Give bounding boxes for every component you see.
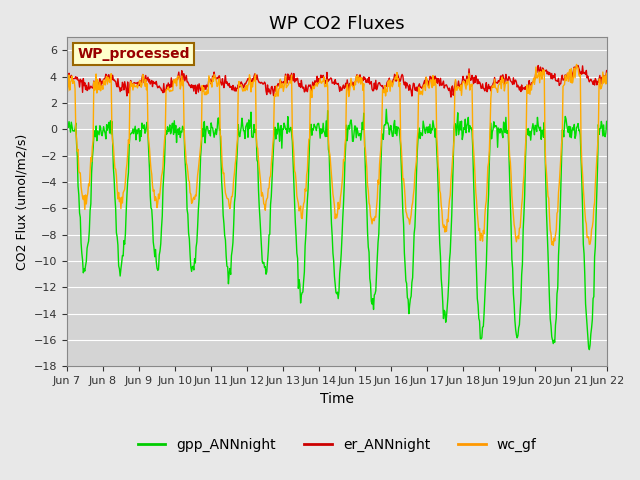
gpp_ANNnight (383, 107, 390, 112)
gpp_ANNnight (586, 347, 593, 352)
er_ANNnight (212, 75, 220, 81)
wc_gf (604, 70, 611, 76)
gpp_ANNnight (183, 207, 191, 213)
Line: gpp_ANNnight: gpp_ANNnight (67, 109, 607, 349)
Y-axis label: CO2 Flux (umol/m2/s): CO2 Flux (umol/m2/s) (15, 133, 28, 270)
wc_gf (129, 81, 136, 87)
X-axis label: Time: Time (320, 392, 354, 406)
wc_gf (63, 90, 70, 96)
wc_gf (212, 76, 220, 82)
Line: er_ANNnight: er_ANNnight (67, 65, 607, 97)
Legend: gpp_ANNnight, er_ANNnight, wc_gf: gpp_ANNnight, er_ANNnight, wc_gf (132, 432, 542, 458)
Title: WP CO2 Fluxes: WP CO2 Fluxes (269, 15, 405, 33)
gpp_ANNnight (419, 118, 427, 124)
er_ANNnight (574, 62, 582, 68)
er_ANNnight (63, 79, 70, 85)
er_ANNnight (73, 76, 81, 82)
Text: WP_processed: WP_processed (77, 47, 190, 61)
wc_gf (73, 135, 81, 141)
er_ANNnight (604, 70, 611, 76)
gpp_ANNnight (73, 141, 81, 146)
wc_gf (403, 211, 410, 216)
wc_gf (549, 242, 557, 248)
Line: wc_gf: wc_gf (67, 64, 607, 245)
gpp_ANNnight (212, 126, 220, 132)
er_ANNnight (129, 82, 136, 88)
wc_gf (183, 163, 191, 168)
gpp_ANNnight (129, 130, 136, 136)
er_ANNnight (447, 94, 455, 100)
gpp_ANNnight (604, 126, 611, 132)
er_ANNnight (183, 79, 191, 85)
gpp_ANNnight (63, 122, 70, 128)
gpp_ANNnight (404, 295, 412, 300)
er_ANNnight (403, 80, 410, 85)
wc_gf (419, 92, 426, 97)
wc_gf (573, 61, 580, 67)
er_ANNnight (419, 84, 426, 90)
